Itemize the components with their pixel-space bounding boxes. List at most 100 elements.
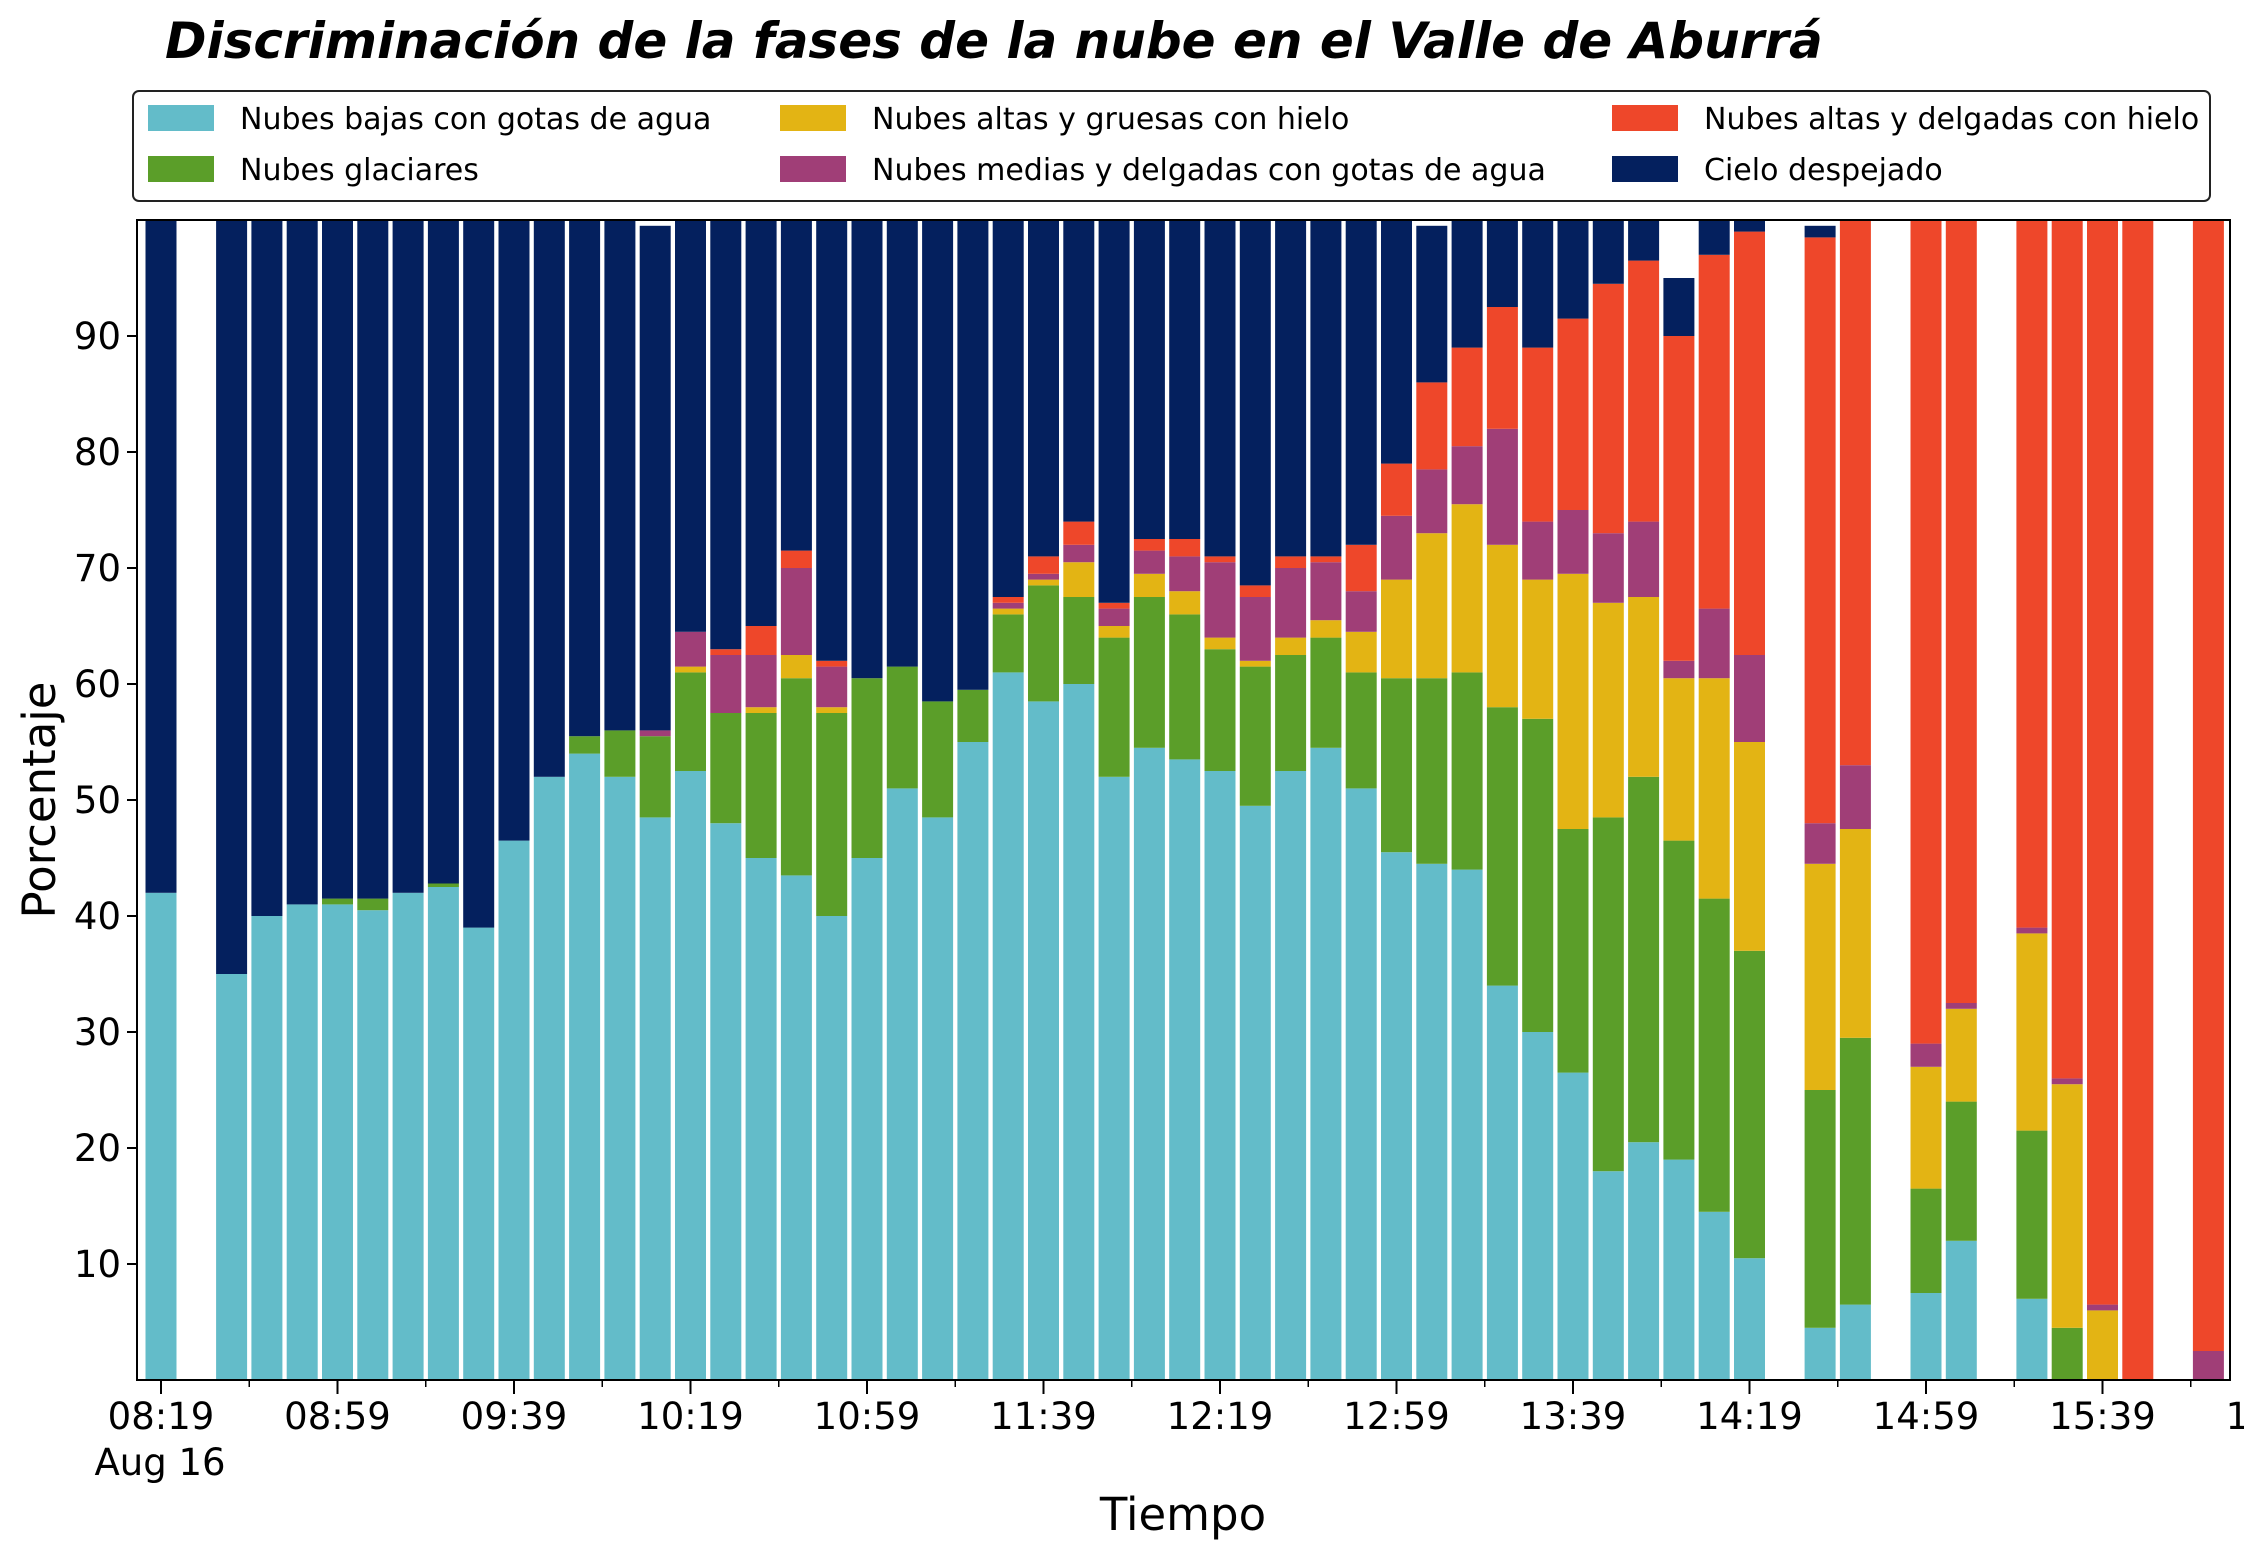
legend-frame (132, 90, 2211, 202)
bar-segment-21-0 (886, 788, 918, 1380)
bar-segment-35-5 (1381, 220, 1412, 464)
bar-segment-54-4 (2051, 220, 2083, 1079)
bar-segment-17-3 (745, 655, 777, 708)
x-tick-label: 15:39 (2049, 1395, 2156, 1438)
x-date-label: Aug 16 (94, 1441, 225, 1484)
bar-segment-30-0 (1204, 771, 1236, 1380)
bar-segment-43-4 (1663, 336, 1695, 661)
bar-segment-33-1 (1310, 637, 1342, 748)
x-axis: 08:19 08:59 09:39 10:19 10:59 11:39 12:19 12:59… (108, 1380, 2244, 1438)
bar-segment-53-2 (2016, 933, 2048, 1131)
bar-segment-35-3 (1381, 515, 1412, 580)
bar-segment-41-3 (1592, 533, 1624, 603)
bar-segment-44-3 (1698, 608, 1730, 679)
bar-segment-45-5 (1734, 220, 1765, 232)
x-tick-label: 13:39 (1520, 1395, 1627, 1438)
bar-segment-15-0 (675, 771, 706, 1380)
bar-segment-28-4 (1133, 539, 1165, 551)
bar-segment-35-2 (1381, 579, 1412, 679)
bar-segment-36-0 (1416, 863, 1448, 1380)
bar-segment-40-2 (1557, 573, 1589, 829)
bar-segment-36-1 (1416, 678, 1448, 864)
bar-segment-51-2 (1945, 1008, 1977, 1102)
bar-segment-17-0 (745, 858, 777, 1380)
bar-segment-31-4 (1239, 585, 1271, 597)
bar-segment-11-5 (533, 220, 565, 777)
bar-segment-34-0 (1345, 788, 1377, 1380)
x-tick-label: 14:19 (1696, 1395, 1803, 1438)
legend-swatch-3 (780, 105, 846, 131)
bar-segment-38-3 (1486, 428, 1518, 545)
bar-segment-40-5 (1557, 220, 1589, 319)
bar-segment-50-0 (1910, 1293, 1942, 1380)
bar-segment-37-5 (1451, 220, 1483, 348)
bar-segment-45-3 (1734, 655, 1765, 742)
bar-segment-9-0 (463, 927, 495, 1380)
bar-segment-13-5 (604, 220, 636, 731)
bar-segment-16-0 (710, 823, 742, 1380)
bar-segment-18-1 (780, 678, 812, 876)
bar-segment-41-4 (1592, 283, 1624, 534)
bar-segment-25-0 (1028, 701, 1059, 1380)
bar-segment-30-4 (1204, 556, 1236, 563)
bar-segment-17-5 (745, 220, 777, 626)
bar-segment-7-5 (392, 220, 424, 893)
bar-segment-16-4 (710, 649, 742, 655)
bar-segment-16-3 (710, 655, 742, 713)
bar-segment-41-2 (1592, 602, 1624, 818)
bar-segment-17-2 (745, 707, 777, 713)
bar-segment-2-0 (216, 974, 248, 1380)
bar-segment-22-0 (922, 817, 954, 1380)
bar-segment-45-1 (1734, 950, 1765, 1259)
legend-swatch-2 (148, 156, 214, 182)
bar-segment-26-0 (1063, 684, 1095, 1380)
bar-segment-43-1 (1663, 840, 1695, 1160)
bar-segment-14-0 (639, 817, 671, 1380)
bar-segment-42-1 (1628, 776, 1660, 1143)
bar-segment-53-3 (2016, 927, 2048, 934)
bar-segment-27-5 (1098, 220, 1130, 603)
bar-segment-29-0 (1169, 759, 1201, 1380)
bar-segment-8-0 (427, 887, 459, 1380)
bar-segment-5-1 (322, 898, 353, 905)
bar-segment-18-0 (780, 875, 812, 1380)
bar-segment-28-0 (1133, 747, 1165, 1380)
y-tick-label: 50 (74, 779, 121, 822)
bar-segment-39-1 (1522, 718, 1554, 1032)
bar-segment-18-5 (780, 220, 812, 551)
y-tick-label: 60 (74, 663, 121, 706)
bar-segment-40-1 (1557, 829, 1589, 1073)
bar-segment-39-3 (1522, 521, 1554, 580)
bar-segment-41-5 (1592, 220, 1624, 284)
bar-segment-14-5 (639, 225, 671, 731)
bar-segment-29-2 (1169, 591, 1201, 615)
bar-segment-41-0 (1592, 1171, 1624, 1380)
bar-segment-25-4 (1028, 556, 1059, 574)
bar-segment-19-3 (816, 666, 848, 708)
x-tick-label: 12:19 (1167, 1395, 1274, 1438)
bar-segment-35-4 (1381, 463, 1412, 516)
bar-segment-50-2 (1910, 1066, 1942, 1189)
legend-label-3: Nubes altas y gruesas con hielo (872, 102, 1349, 137)
bar-segment-21-5 (886, 220, 918, 667)
bar-segment-48-4 (1839, 220, 1871, 766)
bar-segment-36-5 (1416, 225, 1448, 383)
bar-segment-26-4 (1063, 521, 1095, 545)
x-axis-label: Tiempo (1099, 1488, 1266, 1541)
bar-segment-31-5 (1239, 220, 1271, 586)
bar-segment-44-4 (1698, 254, 1730, 609)
bar-segment-30-3 (1204, 562, 1236, 638)
bar-segment-4-0 (286, 904, 318, 1380)
bar-segment-0-0 (145, 892, 177, 1380)
x-tick-label: 16:19 (2226, 1395, 2244, 1438)
bar-segment-45-0 (1734, 1258, 1765, 1380)
bar-segment-39-4 (1522, 347, 1554, 522)
bar-segment-22-5 (922, 220, 954, 702)
bar-segment-6-5 (357, 220, 389, 899)
bar-segment-25-1 (1028, 585, 1059, 702)
bar-segment-23-1 (957, 689, 989, 742)
bar-segment-32-1 (1275, 655, 1307, 771)
bar-segment-8-5 (427, 220, 459, 884)
bar-segment-47-5 (1804, 225, 1836, 238)
bar-segment-28-2 (1133, 573, 1165, 597)
